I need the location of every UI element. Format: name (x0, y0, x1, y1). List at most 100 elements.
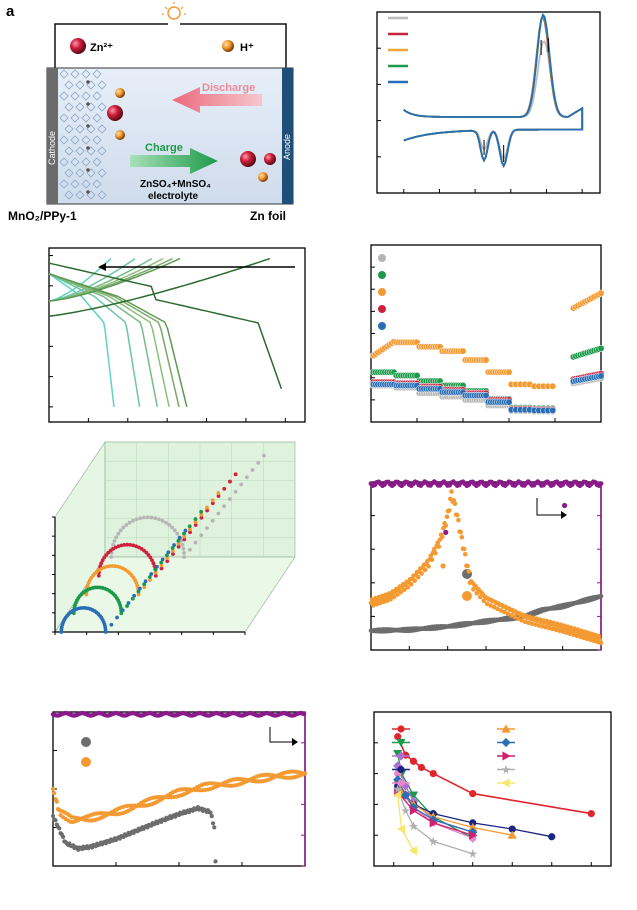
lattice-atom (86, 168, 90, 172)
data-point (482, 392, 490, 399)
data-point (160, 518, 165, 523)
data-point (397, 824, 406, 834)
data-point (262, 453, 266, 458)
cv-curve-5 (403, 12, 584, 168)
lattice-octahedron (70, 69, 80, 79)
zn-ion-icon (107, 105, 123, 121)
lattice-octahedron (92, 179, 102, 189)
data-point (136, 592, 141, 597)
data-point (393, 784, 403, 794)
data-point (155, 564, 159, 569)
data-point (440, 563, 446, 569)
lattice-octahedron (97, 80, 107, 90)
data-point (222, 486, 227, 491)
data-point (536, 623, 542, 628)
data-point (177, 535, 182, 540)
lattice-octahedron (92, 91, 102, 101)
data-point (495, 606, 500, 612)
data-point (149, 515, 154, 520)
data-point (393, 749, 403, 759)
data-point (543, 624, 549, 630)
lattice-octahedron (75, 190, 85, 200)
data-point (193, 520, 198, 524)
data-point (468, 849, 478, 859)
data-point (598, 593, 604, 599)
data-point (182, 534, 187, 539)
lattice-atom (86, 102, 90, 106)
data-point (128, 542, 133, 547)
data-point (210, 518, 215, 523)
data-point (171, 552, 175, 556)
data-point (172, 528, 177, 533)
lattice-atom (86, 190, 90, 194)
data-point (589, 631, 595, 637)
data-point (115, 615, 119, 620)
data-point (164, 520, 168, 525)
efficiency-point (301, 711, 307, 717)
data-point (159, 566, 164, 571)
data-point (182, 531, 186, 536)
panel-f-cycling-low-rate (368, 479, 604, 651)
data-point (209, 814, 214, 819)
panel-h-ragone-comparison (373, 711, 612, 867)
lattice-octahedron (59, 135, 69, 145)
data-point (395, 592, 400, 597)
data-point (142, 585, 147, 590)
data-point (109, 622, 114, 627)
panel-e-nyquist-3d (52, 440, 296, 635)
data-point (118, 528, 123, 533)
data-point (165, 556, 169, 561)
data-point (172, 543, 176, 547)
lattice-octahedron (92, 113, 102, 123)
data-point (110, 564, 115, 568)
data-point (549, 406, 557, 414)
data-point (131, 518, 135, 523)
data-point (165, 559, 170, 564)
data-point (484, 601, 490, 607)
charge-arrow (130, 148, 218, 174)
data-point (409, 805, 419, 816)
lattice-octahedron (64, 80, 74, 90)
data-point (52, 791, 57, 796)
legend-marker (378, 271, 386, 279)
lattice-octahedron (70, 157, 80, 167)
data-point (436, 544, 442, 549)
lattice-octahedron (75, 102, 85, 112)
data-point (428, 836, 438, 846)
data-point (384, 598, 390, 603)
proton-icon (115, 130, 125, 140)
legend-marker (378, 288, 386, 296)
data-point (142, 515, 146, 520)
data-point (135, 583, 140, 588)
lattice-atom (86, 124, 90, 128)
data-point (84, 592, 89, 597)
data-point (127, 520, 132, 525)
data-point (505, 398, 513, 406)
efficiency-point (598, 481, 604, 486)
cathode-material-label: MnO₂/PPy-1 (8, 209, 77, 223)
panel-label-a: a (6, 3, 15, 20)
data-point (505, 368, 513, 376)
legend-marker (462, 591, 472, 601)
electrolyte-line2: electrolyte (148, 191, 198, 202)
lattice-atom (86, 80, 90, 84)
data-point (205, 526, 209, 530)
data-point (393, 790, 402, 800)
data-point (96, 573, 101, 578)
data-point (111, 542, 116, 547)
data-point (153, 516, 158, 521)
data-point (587, 810, 595, 818)
discharge-arrow (172, 87, 262, 113)
data-point (187, 524, 192, 529)
data-point (597, 372, 605, 380)
data-point (122, 542, 127, 547)
data-point (193, 523, 198, 527)
data-point (216, 491, 221, 495)
data-point (199, 512, 204, 517)
discharge-curve (48, 262, 283, 389)
data-point (512, 614, 518, 620)
data-point (422, 567, 428, 573)
legend-marker (501, 764, 511, 775)
data-point (175, 531, 180, 536)
electrolyte-cell (46, 67, 294, 205)
